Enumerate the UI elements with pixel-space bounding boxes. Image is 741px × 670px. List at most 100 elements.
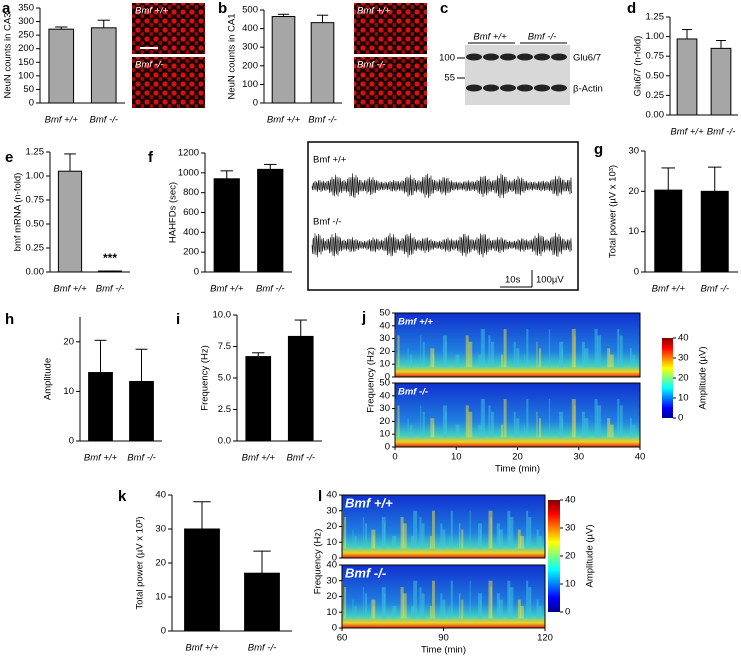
panel-label: l [318,488,322,505]
spectrogram-streak [536,599,539,619]
y-tick-label: 0 [194,267,199,278]
y-tick-label: 200 [242,60,258,71]
spectrogram-streak [429,605,432,619]
spectrogram-streak [445,341,447,368]
spectrogram-streak [442,405,447,438]
bar [184,528,220,632]
y-axis-label: Frequency (Hz) [366,347,377,412]
trace-frame [307,141,579,291]
y-axis-label: HAHFDs (sec) [168,182,179,243]
spectrogram-streak [597,335,602,368]
y-tick-label: 10 [379,359,390,370]
y-tick-label: 200 [183,247,199,258]
spectrogram-streak [468,411,473,438]
spectrogram-streak [400,587,404,619]
spectrogram-streak [407,348,409,368]
spectrogram-streak [513,341,516,368]
spectrogram-streak [480,529,482,549]
spectrogram-streak [496,523,500,549]
spectrogram-streak [455,354,460,368]
x-tick-label: Bmf -/- [287,453,316,464]
y-tick-label: 1.00 [26,171,45,182]
spectrogram-streak [392,605,397,619]
spectrogram-streak [431,510,435,549]
spectrogram-streak [584,418,589,438]
eeg-trace [311,173,573,199]
y-tick-label: 7.5 [218,341,231,352]
spectrogram-streak [442,335,447,368]
colorbar-tick-label: 20 [565,551,576,562]
colorbar-tick-label: 20 [678,373,689,384]
spectrogram-streak [536,411,538,438]
spectrogram-streak [516,418,520,438]
spectrogram-streak [362,517,364,549]
spectrogram-streak [383,523,385,549]
y-tick-label: 0 [385,372,390,383]
spectrogram-streak [517,599,521,619]
bar [710,47,732,116]
y-tick-label: 10 [326,607,337,618]
blot-band [551,53,567,61]
spectrogram-streak [536,529,539,549]
spectrogram-streak [411,605,415,619]
blot-image [465,45,570,105]
colorbar-tick-label: 10 [678,393,689,404]
y-tick-label: 2.5 [218,404,231,415]
spectrogram-streak [450,510,453,549]
micrograph-label: Bmf -/- [135,60,164,71]
spectrogram-streak [440,593,443,619]
spectrogram-streak [461,599,464,619]
colorbar-tick-label: 0 [678,413,683,424]
spectrogram-streak [410,354,413,368]
spectrogram-streak [422,341,425,368]
spectrogram-streak [526,329,529,368]
spectrogram-streak [478,354,482,368]
spectrogram-streak [432,354,434,368]
spectrogram-streak [528,517,532,549]
spectrogram-streak [517,529,521,549]
spectrogram-streak [468,341,473,368]
subpanel-label: Bmf +/+ [345,495,393,510]
y-tick-label: 40 [379,320,390,331]
spectrogram-streak [440,523,443,549]
spectrogram-streak [421,523,425,549]
blot-band-label: β-Actin [573,84,603,95]
y-axis-label: Amplitude [43,358,54,400]
trace-label: Bmf +/+ [313,155,347,166]
x-tick-label: Bmf +/+ [670,127,704,138]
panel-label: k [118,488,127,505]
blot-group: Bmf +/+ [473,32,507,43]
spectrogram-streak [632,354,636,368]
y-tick-label: 500 [242,5,258,16]
panel-label: j [361,309,366,326]
x-tick-label: 40 [635,452,646,463]
x-tick-label: Bmf +/+ [185,643,219,654]
y-tick-label: 40 [326,490,337,501]
spectrogram-streak [480,329,485,368]
panel-label: h [5,311,14,328]
spectrogram-streak [581,341,585,368]
bar [310,22,335,104]
y-tick-label: 0.00 [26,267,45,278]
y-tick-label: 10 [379,429,390,440]
y-tick-label: 0 [634,267,639,278]
y-tick-label: 350 [18,3,34,14]
spectrogram-streak [513,411,516,438]
y-tick-label: 20 [326,521,337,532]
bar [48,28,75,104]
blot-band [534,53,550,61]
blot-band [483,84,499,92]
y-axis-label: Frequency (Hz) [200,345,211,410]
x-tick-label: 30 [573,452,584,463]
y-tick-label: 50 [379,378,390,389]
spectrogram-streak [429,535,432,549]
blot-band-label: Glu6/7 [573,53,601,64]
spectrogram-streak [496,593,500,619]
spectrogram-streak [594,329,598,368]
colorbar-tick-label: 10 [565,579,576,590]
spectrogram-streak [445,411,447,438]
blot-group: Bmf -/- [528,32,557,43]
bar [129,380,154,442]
scale-label: 100µV [536,275,564,286]
micrograph-label: Bmf -/- [357,60,386,71]
